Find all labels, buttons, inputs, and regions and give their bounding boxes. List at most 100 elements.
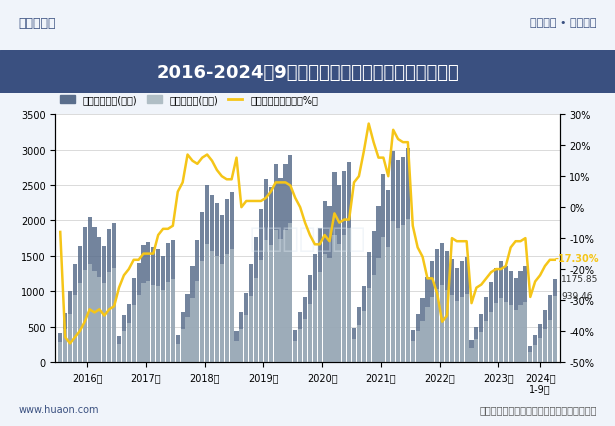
Bar — [459, 262, 464, 362]
Bar — [548, 296, 552, 362]
Bar — [322, 201, 327, 362]
Bar — [122, 316, 126, 362]
Bar — [454, 268, 459, 362]
Bar — [474, 340, 478, 362]
Bar — [371, 275, 376, 362]
Bar — [401, 157, 405, 362]
Bar — [249, 296, 253, 362]
Bar — [499, 261, 503, 362]
Bar — [381, 175, 386, 362]
Legend: 房地产投资额(亿元), 住宅投资额(亿元), 房地产投资额增速（%）: 房地产投资额(亿元), 住宅投资额(亿元), 房地产投资额增速（%） — [60, 95, 318, 105]
Bar — [92, 227, 97, 362]
Bar — [210, 251, 214, 362]
Bar — [224, 200, 229, 362]
Bar — [77, 246, 82, 362]
Bar — [479, 332, 483, 362]
Bar — [342, 235, 346, 362]
Bar — [87, 265, 92, 362]
Bar — [484, 297, 488, 362]
Bar — [127, 323, 131, 362]
Bar — [244, 316, 248, 362]
Bar — [63, 314, 67, 362]
Bar — [313, 290, 317, 362]
Bar — [195, 281, 199, 362]
Bar — [445, 251, 449, 362]
Bar — [484, 321, 488, 362]
Bar — [176, 335, 180, 362]
Bar — [264, 180, 268, 362]
Bar — [234, 331, 239, 362]
Bar — [166, 282, 170, 362]
Bar — [181, 329, 184, 362]
Bar — [298, 313, 302, 362]
Bar — [313, 254, 317, 362]
Bar — [220, 215, 224, 362]
Bar — [107, 273, 111, 362]
Bar — [347, 229, 351, 362]
Bar — [347, 163, 351, 362]
Bar — [332, 173, 336, 362]
Bar — [132, 305, 136, 362]
Bar — [146, 281, 151, 362]
Bar — [357, 325, 361, 362]
Bar — [376, 258, 381, 362]
Bar — [200, 262, 204, 362]
Bar — [269, 188, 273, 362]
Bar — [376, 207, 381, 362]
Bar — [421, 321, 424, 362]
Bar — [518, 305, 523, 362]
Bar — [171, 279, 175, 362]
Bar — [68, 314, 72, 362]
Bar — [132, 279, 136, 362]
Bar — [303, 319, 307, 362]
Bar — [406, 149, 410, 362]
Bar — [151, 285, 156, 362]
Bar — [293, 330, 297, 362]
Bar — [308, 275, 312, 362]
Bar — [279, 178, 283, 362]
Bar — [156, 249, 161, 362]
Bar — [391, 152, 395, 362]
Bar — [63, 329, 67, 362]
Bar — [82, 227, 87, 362]
Bar — [264, 241, 268, 362]
Text: www.huaon.com: www.huaon.com — [18, 404, 99, 414]
Bar — [195, 240, 199, 362]
Text: 939.46: 939.46 — [561, 291, 593, 300]
Bar — [362, 311, 366, 362]
Bar — [416, 314, 420, 362]
Bar — [528, 347, 533, 362]
Bar — [371, 231, 376, 362]
Text: 2016-2024年9月辽宁省房地产投资额及住宅投资额: 2016-2024年9月辽宁省房地产投资额及住宅投资额 — [156, 63, 459, 81]
Bar — [518, 272, 523, 362]
Bar — [127, 304, 131, 362]
Bar — [352, 328, 356, 362]
Bar — [117, 336, 121, 362]
Bar — [58, 343, 62, 362]
Bar — [122, 331, 126, 362]
Bar — [386, 248, 391, 362]
Bar — [102, 284, 106, 362]
Bar — [259, 260, 263, 362]
Bar — [200, 213, 204, 362]
Bar — [543, 311, 547, 362]
Bar — [426, 307, 429, 362]
Bar — [107, 229, 111, 362]
Bar — [509, 305, 513, 362]
Bar — [450, 296, 454, 362]
Bar — [220, 264, 224, 362]
Bar — [249, 265, 253, 362]
Bar — [284, 230, 288, 362]
Bar — [401, 225, 405, 362]
Bar — [181, 313, 184, 362]
Bar — [229, 193, 234, 362]
Bar — [357, 307, 361, 362]
Text: 数据来源：国家统计局，华经产业研究院整理: 数据来源：国家统计局，华经产业研究院整理 — [479, 404, 597, 414]
Bar — [229, 249, 234, 362]
Bar — [489, 282, 493, 362]
Bar — [215, 256, 219, 362]
Bar — [327, 207, 331, 362]
Bar — [254, 238, 258, 362]
Bar — [141, 284, 146, 362]
Bar — [92, 271, 97, 362]
